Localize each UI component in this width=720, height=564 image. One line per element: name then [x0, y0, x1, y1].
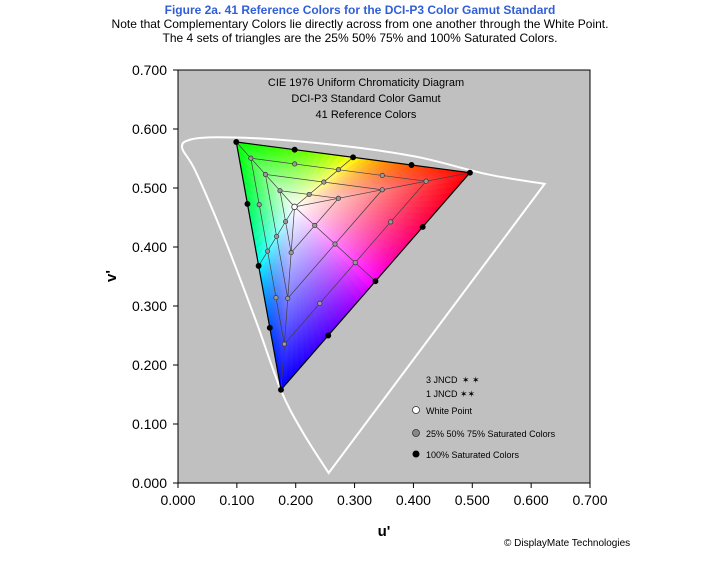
legend-full: 100% Saturated Colors [426, 450, 520, 460]
reference-point-partial [352, 260, 358, 266]
reference-point-full [372, 278, 379, 285]
white-point-marker [291, 203, 298, 211]
x-tick-label: 0.700 [572, 492, 607, 508]
y-tick-label: 0.200 [132, 357, 167, 373]
reference-point-partial [248, 155, 254, 161]
reference-point-partial [423, 178, 429, 184]
x-tick-label: 0.100 [219, 492, 254, 508]
legend-1-jncd-markers: ✶✶ [460, 389, 475, 399]
legend: 3 JNCD ✶ ✶ 1 JNCD ✶✶ White Point 25% 50%… [412, 375, 556, 460]
reference-point-partial [265, 248, 271, 254]
reference-point-partial [292, 161, 298, 167]
x-tick-label: 0.200 [278, 492, 313, 508]
reference-point-full [244, 200, 251, 207]
x-tick-label: 0.600 [514, 492, 549, 508]
reference-point-partial [335, 195, 341, 201]
y-tick-label: 0.400 [132, 239, 167, 255]
legend-3-jncd: 3 JNCD [426, 375, 458, 385]
reference-point-partial [273, 295, 279, 301]
reference-point-full [350, 154, 357, 161]
reference-point-partial [288, 250, 294, 256]
reference-point-full [255, 262, 262, 269]
legend-1-jncd: 1 JNCD [426, 389, 458, 399]
reference-point-partial [321, 179, 327, 185]
y-tick-label: 0.000 [132, 475, 167, 491]
reference-point-partial [332, 241, 338, 247]
legend-full-marker [412, 450, 420, 458]
note-line-2: The 4 sets of triangles are the 25% 50% … [162, 31, 558, 45]
reference-point-partial [335, 167, 342, 173]
y-tick-label: 0.600 [132, 121, 167, 137]
reference-point-partial [317, 300, 323, 306]
reference-point-partial [306, 191, 312, 198]
x-tick-label: 0.500 [455, 492, 490, 508]
reference-point-full [408, 162, 415, 168]
figure-title: Figure 2a. 41 Reference Colors for the D… [164, 3, 556, 17]
copyright: © DisplayMate Technologies [504, 538, 631, 549]
x-tick-label: 0.300 [337, 492, 372, 508]
x-tick-label: 0.000 [160, 492, 195, 508]
reference-point-partial [262, 171, 268, 177]
note-line-1: Note that Complementary Colors lie direc… [111, 17, 609, 31]
y-tick-label: 0.500 [132, 180, 167, 196]
reference-point-full [291, 146, 298, 153]
reference-point-partial [256, 202, 262, 208]
reference-point-partial [274, 233, 280, 239]
reference-point-partial [285, 295, 291, 301]
y-axis-label: v' [103, 270, 120, 282]
legend-partial-marker [412, 429, 420, 437]
legend-partial: 25% 50% 75% Saturated Colors [426, 429, 556, 439]
reference-point-partial [388, 219, 394, 225]
x-tick-label: 0.400 [396, 492, 431, 508]
reference-point-partial [277, 188, 283, 194]
legend-white-point: White Point [426, 406, 473, 416]
chart-title-line-1: CIE 1976 Uniform Chromaticity Diagram [268, 77, 464, 89]
reference-point-partial [379, 187, 385, 193]
reference-point-full [419, 223, 426, 230]
reference-point-partial [379, 172, 385, 179]
chart-title-line-3: 41 Reference Colors [316, 109, 417, 121]
legend-white-point-marker [412, 406, 420, 414]
reference-point-partial [283, 219, 289, 225]
legend-3-jncd-markers: ✶ ✶ [462, 375, 480, 385]
reference-point-full [278, 386, 284, 393]
y-tick-label: 0.700 [132, 62, 167, 78]
chart-title-line-2: DCI-P3 Standard Color Gamut [291, 93, 440, 105]
y-tick-label: 0.100 [132, 416, 167, 432]
reference-point-full [466, 169, 473, 176]
reference-point-full [266, 324, 273, 331]
x-axis-label: u' [378, 523, 391, 540]
y-tick-label: 0.300 [132, 298, 167, 314]
reference-point-full [233, 139, 240, 145]
reference-point-partial [312, 222, 318, 229]
spectral-locus [180, 136, 547, 475]
reference-point-partial [281, 341, 287, 347]
reference-point-full [325, 332, 332, 339]
